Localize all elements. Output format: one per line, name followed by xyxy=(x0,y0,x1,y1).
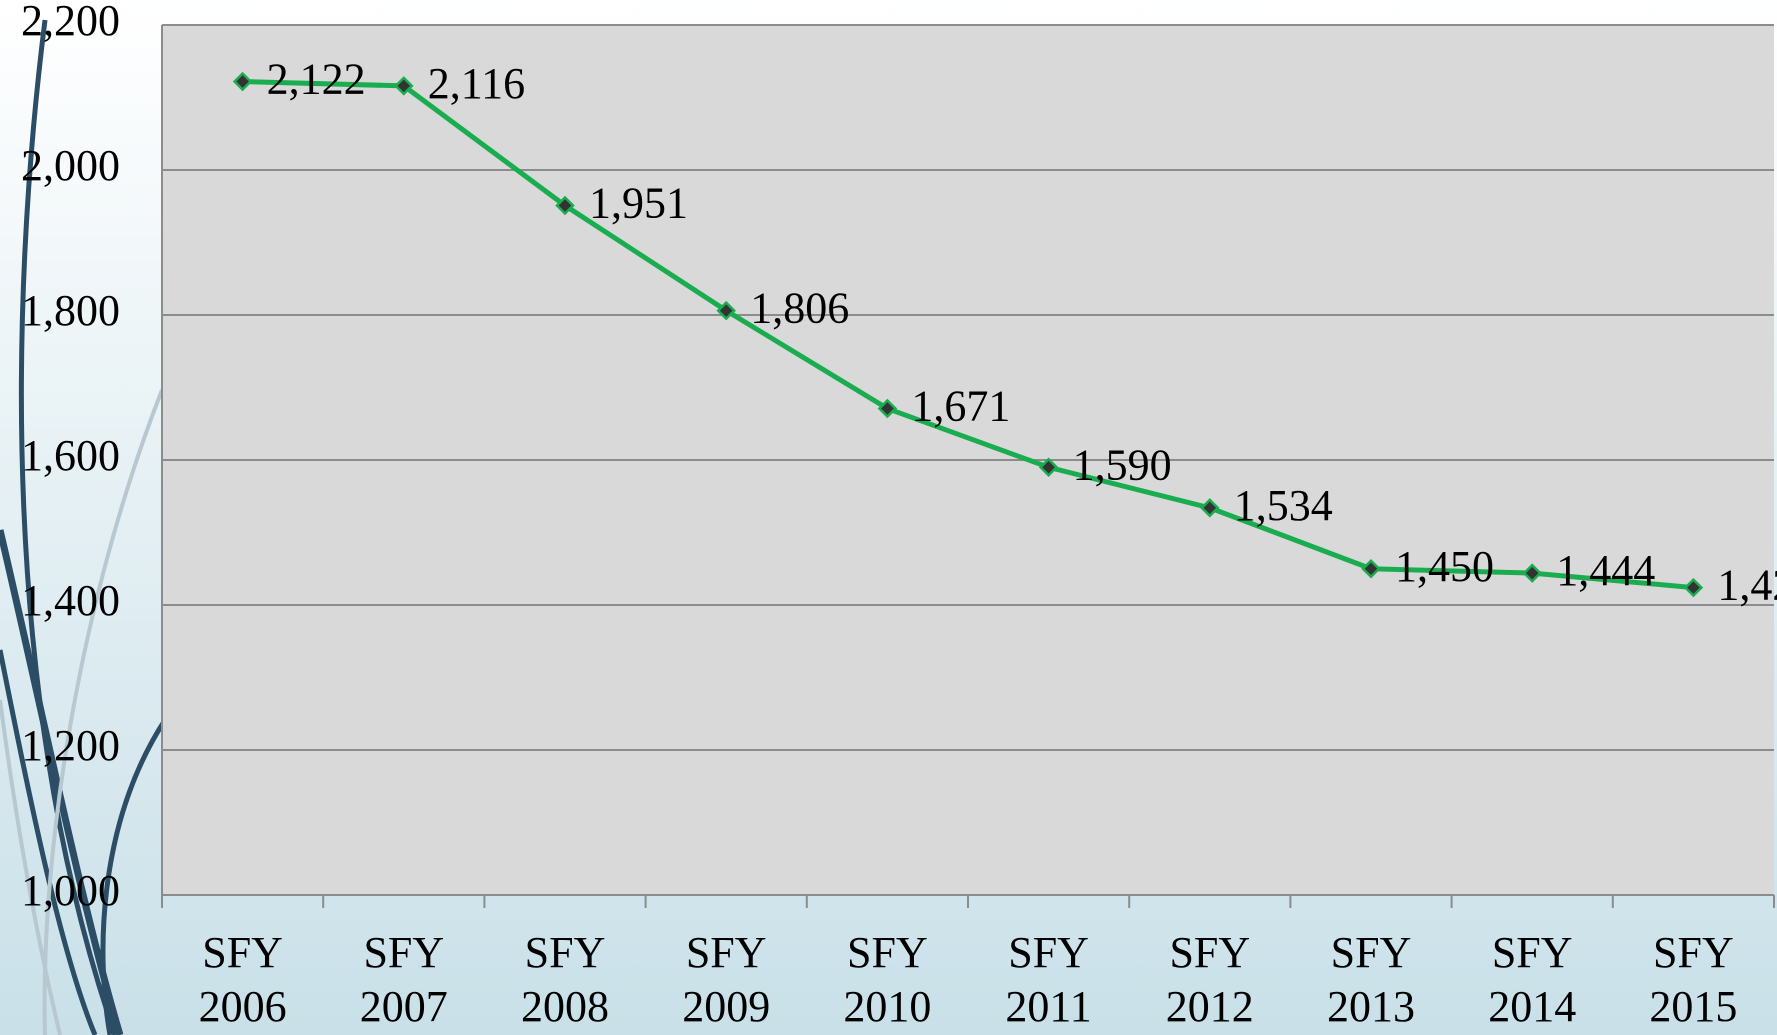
marker xyxy=(1683,577,1704,598)
data-label: 2,116 xyxy=(428,59,525,108)
marker xyxy=(1361,558,1381,579)
data-label: 1,590 xyxy=(1073,440,1172,489)
marker xyxy=(1522,563,1542,583)
y-tick-label: 2,200 xyxy=(21,0,120,45)
y-tick-label: 1,600 xyxy=(21,431,120,480)
marker xyxy=(555,195,575,216)
marker xyxy=(1200,498,1220,518)
x-tick-label: SFY 2008 xyxy=(521,928,609,1031)
y-tick-label: 2,000 xyxy=(21,141,120,190)
data-label: 1,534 xyxy=(1234,481,1333,530)
marker xyxy=(1038,457,1059,478)
data-label: 1,671 xyxy=(911,382,1010,431)
marker xyxy=(877,398,898,419)
x-tick-label: SFY 2013 xyxy=(1327,928,1415,1031)
y-tick-label: 1,200 xyxy=(21,721,120,770)
marker xyxy=(716,300,736,321)
x-tick-label: SFY 2006 xyxy=(199,928,287,1031)
data-label: 1,424 xyxy=(1717,561,1777,610)
x-tick-label: SFY 2009 xyxy=(682,928,770,1031)
x-tick-label: SFY 2007 xyxy=(360,928,448,1031)
x-tick-label: SFY 2014 xyxy=(1488,928,1576,1031)
data-label: 1,951 xyxy=(589,179,688,228)
data-label: 2,122 xyxy=(267,55,366,104)
data-label: 1,450 xyxy=(1395,542,1494,591)
data-label: 1,444 xyxy=(1556,546,1655,595)
x-tick-label: SFY 2012 xyxy=(1166,928,1254,1031)
marker xyxy=(394,76,414,96)
x-tick-label: SFY 2015 xyxy=(1649,928,1737,1031)
decoration xyxy=(0,19,168,1035)
y-tick-label: 1,000 xyxy=(21,866,120,915)
data-label: 1,806 xyxy=(750,284,849,333)
marker xyxy=(232,71,253,92)
line xyxy=(242,79,1694,591)
y-tick-label: 1,800 xyxy=(21,286,120,335)
y-tick-label: 1,400 xyxy=(21,576,120,625)
x-tick-label: SFY 2011 xyxy=(1005,928,1091,1031)
x-tick-label: SFY 2010 xyxy=(843,928,931,1031)
